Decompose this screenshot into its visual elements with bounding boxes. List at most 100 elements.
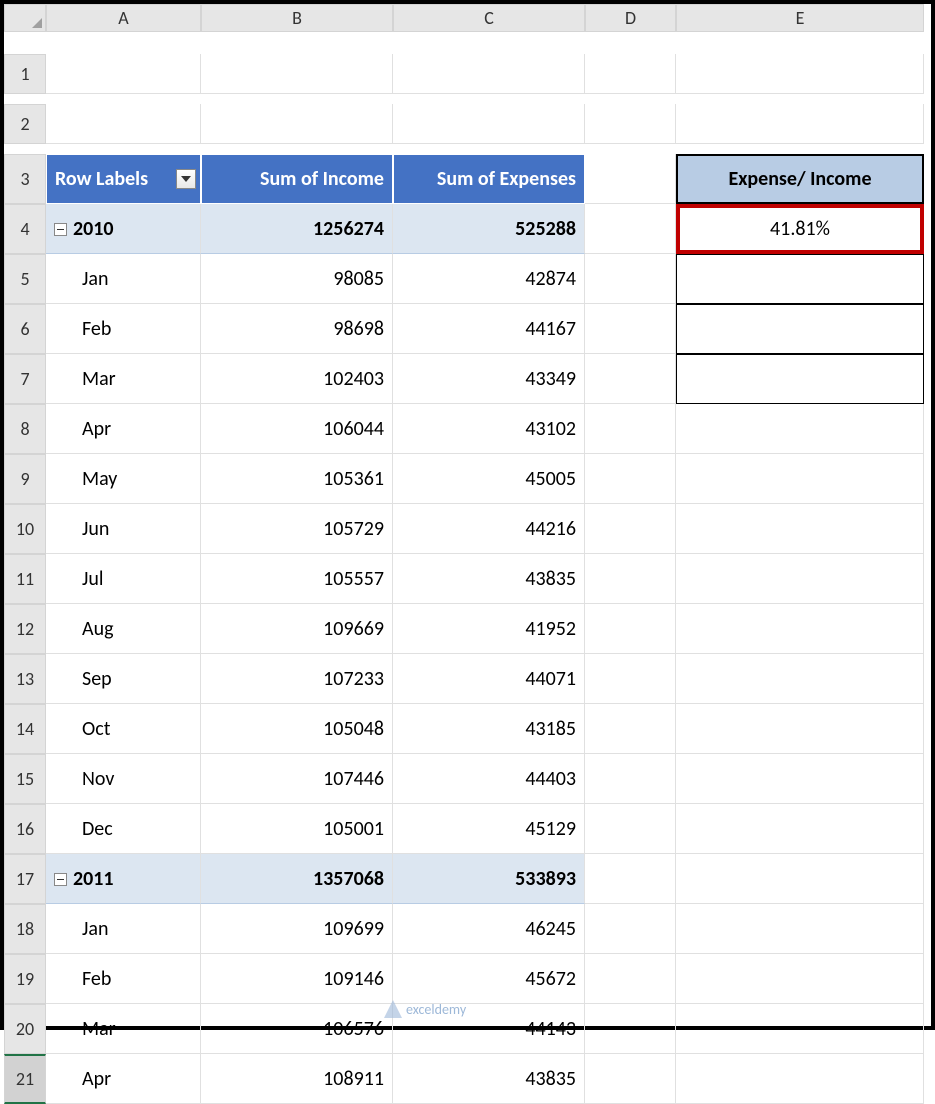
income-cell[interactable]: 105001 [201, 804, 393, 854]
empty-cell[interactable] [676, 1004, 924, 1054]
row-header-5[interactable]: 5 [4, 254, 46, 304]
income-cell[interactable]: 102403 [201, 354, 393, 404]
empty-cell[interactable] [201, 104, 393, 144]
row-header-18[interactable]: 18 [4, 904, 46, 954]
empty-cell[interactable] [393, 104, 585, 144]
row-header-19[interactable]: 19 [4, 954, 46, 1004]
empty-cell[interactable] [585, 104, 676, 144]
month-label[interactable]: Jan [46, 254, 201, 304]
expense-cell[interactable]: 43102 [393, 404, 585, 454]
expense-cell[interactable]: 43835 [393, 1054, 585, 1104]
expense-cell[interactable]: 44216 [393, 504, 585, 554]
expense-cell[interactable]: 45672 [393, 954, 585, 1004]
empty-cell[interactable] [585, 154, 676, 204]
collapse-icon[interactable] [54, 873, 67, 886]
month-label[interactable]: Sep [46, 654, 201, 704]
month-label[interactable]: Mar [46, 1004, 201, 1054]
empty-cell[interactable] [585, 304, 676, 354]
pivot-header-expenses[interactable]: Sum of Expenses [393, 154, 585, 204]
column-header-A[interactable]: A [46, 4, 201, 32]
empty-cell[interactable] [585, 854, 676, 904]
empty-cell[interactable] [585, 1054, 676, 1104]
expense-cell[interactable]: 46245 [393, 904, 585, 954]
empty-cell[interactable] [676, 954, 924, 1004]
month-label[interactable]: Oct [46, 704, 201, 754]
empty-cell[interactable] [676, 904, 924, 954]
month-label[interactable]: Aug [46, 604, 201, 654]
empty-cell[interactable] [676, 454, 924, 504]
empty-cell[interactable] [585, 954, 676, 1004]
expense-cell[interactable]: 44071 [393, 654, 585, 704]
column-header-B[interactable]: B [201, 4, 393, 32]
empty-cell[interactable] [676, 104, 924, 144]
empty-cell[interactable] [585, 804, 676, 854]
ratio-value-cell[interactable]: 41.81% [676, 204, 924, 254]
empty-cell[interactable] [585, 604, 676, 654]
income-cell[interactable]: 107233 [201, 654, 393, 704]
empty-cell[interactable] [676, 854, 924, 904]
income-cell[interactable]: 106576 [201, 1004, 393, 1054]
empty-cell[interactable] [676, 504, 924, 554]
row-header-7[interactable]: 7 [4, 354, 46, 404]
income-cell[interactable]: 105048 [201, 704, 393, 754]
expense-total[interactable]: 533893 [393, 854, 585, 904]
empty-cell[interactable] [201, 54, 393, 94]
month-label[interactable]: Jan [46, 904, 201, 954]
expense-cell[interactable]: 44167 [393, 304, 585, 354]
month-label[interactable]: Jul [46, 554, 201, 604]
row-header-10[interactable]: 10 [4, 504, 46, 554]
row-header-6[interactable]: 6 [4, 304, 46, 354]
empty-cell[interactable] [585, 254, 676, 304]
empty-cell[interactable] [585, 554, 676, 604]
row-header-1[interactable]: 1 [4, 54, 46, 94]
ratio-value-cell[interactable] [676, 304, 924, 354]
income-cell[interactable]: 106044 [201, 404, 393, 454]
month-label[interactable]: Apr [46, 1054, 201, 1104]
expense-cell[interactable]: 45005 [393, 454, 585, 504]
row-header-13[interactable]: 13 [4, 654, 46, 704]
income-cell[interactable]: 105557 [201, 554, 393, 604]
column-header-E[interactable]: E [676, 4, 924, 32]
empty-cell[interactable] [676, 54, 924, 94]
expense-cell[interactable]: 41952 [393, 604, 585, 654]
row-header-20[interactable]: 20 [4, 1004, 46, 1054]
expense-cell[interactable]: 42874 [393, 254, 585, 304]
ratio-value-cell[interactable] [676, 354, 924, 404]
income-cell[interactable]: 109669 [201, 604, 393, 654]
income-cell[interactable]: 98698 [201, 304, 393, 354]
ratio-value-cell[interactable] [676, 254, 924, 304]
month-label[interactable]: Apr [46, 404, 201, 454]
empty-cell[interactable] [585, 654, 676, 704]
row-header-16[interactable]: 16 [4, 804, 46, 854]
income-total[interactable]: 1256274 [201, 204, 393, 254]
empty-cell[interactable] [585, 704, 676, 754]
column-header-D[interactable]: D [585, 4, 676, 32]
collapse-icon[interactable] [54, 223, 67, 236]
empty-cell[interactable] [676, 1054, 924, 1104]
empty-cell[interactable] [676, 804, 924, 854]
row-header-9[interactable]: 9 [4, 454, 46, 504]
empty-cell[interactable] [676, 604, 924, 654]
ratio-table-header[interactable]: Expense/ Income [676, 154, 924, 204]
empty-cell[interactable] [585, 754, 676, 804]
empty-cell[interactable] [676, 704, 924, 754]
empty-cell[interactable] [585, 404, 676, 454]
month-label[interactable]: Feb [46, 954, 201, 1004]
select-all-corner[interactable] [4, 4, 46, 32]
empty-cell[interactable] [585, 1004, 676, 1054]
column-header-C[interactable]: C [393, 4, 585, 32]
empty-cell[interactable] [585, 454, 676, 504]
income-cell[interactable]: 105361 [201, 454, 393, 504]
empty-cell[interactable] [585, 204, 676, 254]
empty-cell[interactable] [46, 104, 201, 144]
month-label[interactable]: Mar [46, 354, 201, 404]
income-cell[interactable]: 98085 [201, 254, 393, 304]
row-header-3[interactable]: 3 [4, 154, 46, 204]
month-label[interactable]: Feb [46, 304, 201, 354]
row-header-4[interactable]: 4 [4, 204, 46, 254]
row-header-11[interactable]: 11 [4, 554, 46, 604]
empty-cell[interactable] [676, 404, 924, 454]
empty-cell[interactable] [676, 554, 924, 604]
empty-cell[interactable] [393, 54, 585, 94]
income-cell[interactable]: 109699 [201, 904, 393, 954]
